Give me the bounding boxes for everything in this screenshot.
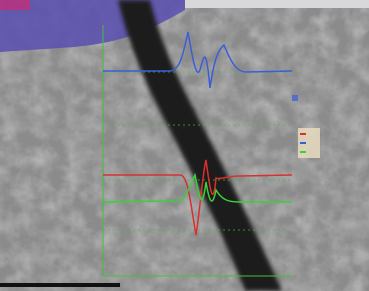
overlay-corner — [0, 0, 30, 10]
scale-bar — [0, 283, 120, 287]
legend — [298, 128, 320, 158]
page: {} html, body { margin: 0; padding: 0; w… — [0, 0, 369, 291]
page-body — [0, 0, 369, 291]
marker — [292, 95, 298, 101]
micrograph — [0, 0, 369, 291]
top-strip — [185, 0, 369, 8]
